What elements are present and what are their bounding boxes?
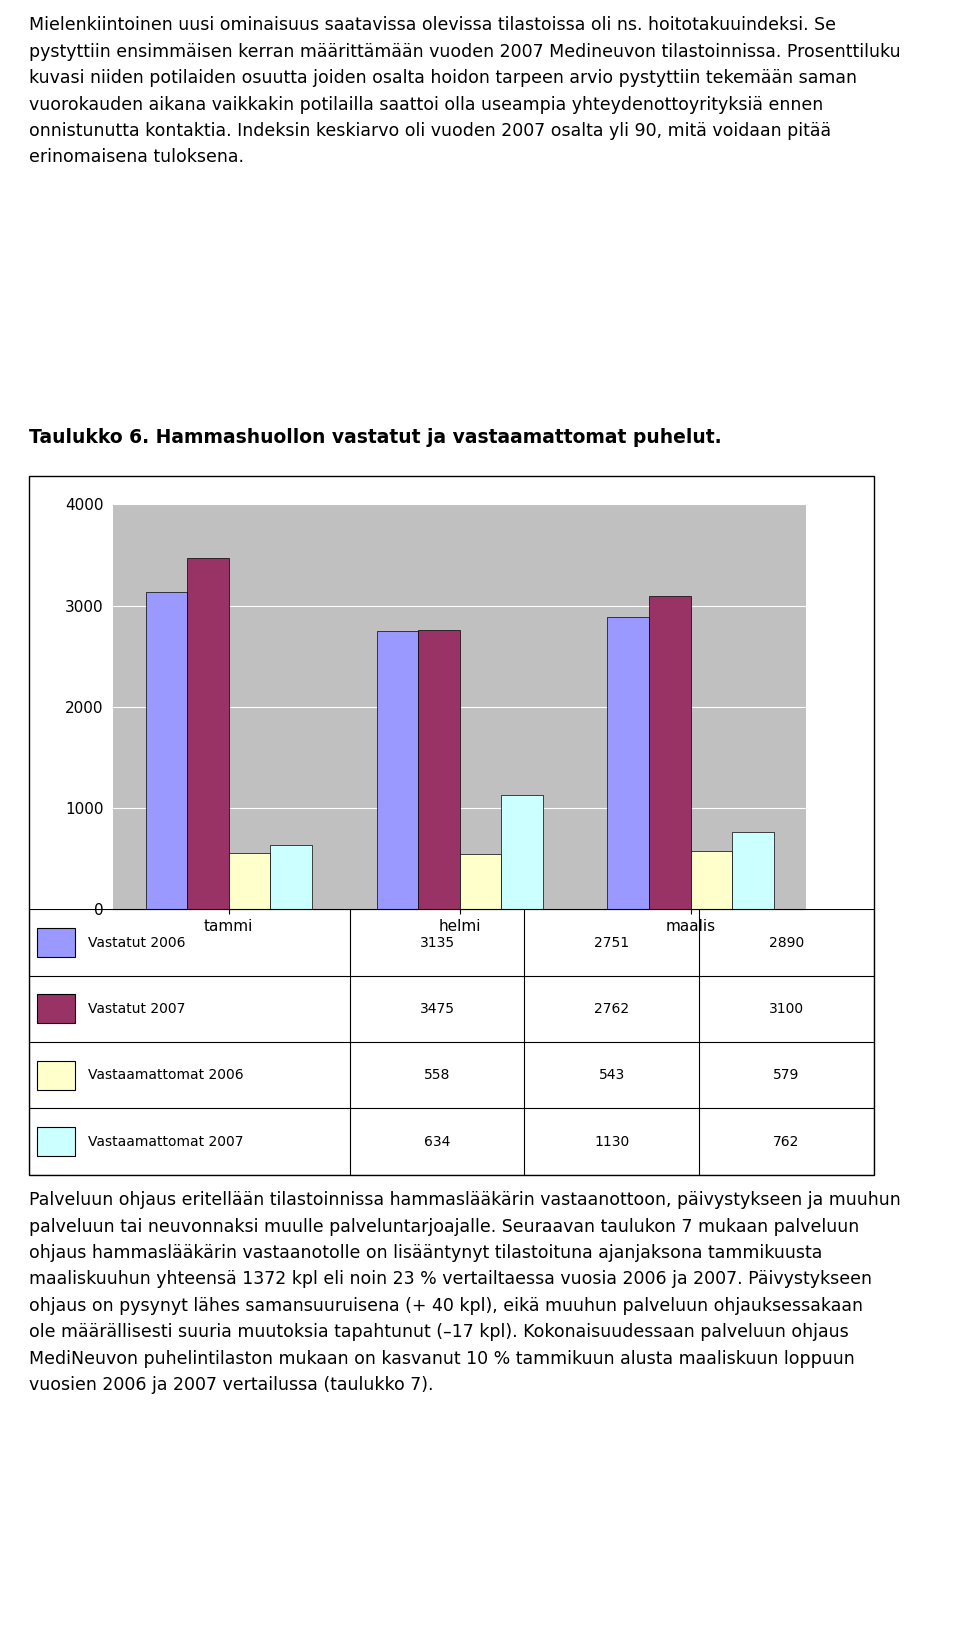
Text: Vastaamattomat 2006: Vastaamattomat 2006 [88,1068,244,1083]
Text: 2751: 2751 [594,935,629,950]
Text: Taulukko 6. Hammashuollon vastatut ja vastaamattomat puhelut.: Taulukko 6. Hammashuollon vastatut ja va… [29,427,721,447]
Text: Palveluun ohjaus eritellään tilastoinnissa hammaslääkärin vastaanottoon, päivyst: Palveluun ohjaus eritellään tilastoinnis… [29,1191,900,1393]
Text: 3475: 3475 [420,1002,455,1015]
Bar [501,795,542,910]
Bar [376,631,419,910]
Bar [419,629,460,910]
FancyBboxPatch shape [37,1061,75,1089]
Bar [460,854,501,910]
Bar [146,591,187,910]
Bar [649,595,690,910]
Text: Vastaamattomat 2007: Vastaamattomat 2007 [88,1135,244,1148]
Text: Vastatut 2007: Vastatut 2007 [88,1002,185,1015]
FancyBboxPatch shape [37,994,75,1024]
FancyBboxPatch shape [37,928,75,958]
Text: 1130: 1130 [594,1135,630,1148]
Text: 3135: 3135 [420,935,455,950]
Bar [690,851,732,910]
Bar [228,853,271,910]
Text: Mielenkiintoinen uusi ominaisuus saatavissa olevissa tilastoissa oli ns. hoitota: Mielenkiintoinen uusi ominaisuus saatavi… [29,16,900,166]
FancyBboxPatch shape [29,476,874,1175]
Bar [732,833,774,910]
Text: 3100: 3100 [769,1002,804,1015]
Text: 558: 558 [424,1068,450,1083]
Bar [187,557,228,910]
Text: 762: 762 [773,1135,800,1148]
FancyBboxPatch shape [37,1127,75,1157]
Text: 543: 543 [599,1068,625,1083]
Text: 634: 634 [424,1135,450,1148]
Bar [271,845,312,910]
Text: 2762: 2762 [594,1002,629,1015]
Text: Vastatut 2006: Vastatut 2006 [88,935,185,950]
Text: 2890: 2890 [769,935,804,950]
Text: 579: 579 [773,1068,800,1083]
Bar [608,616,649,910]
